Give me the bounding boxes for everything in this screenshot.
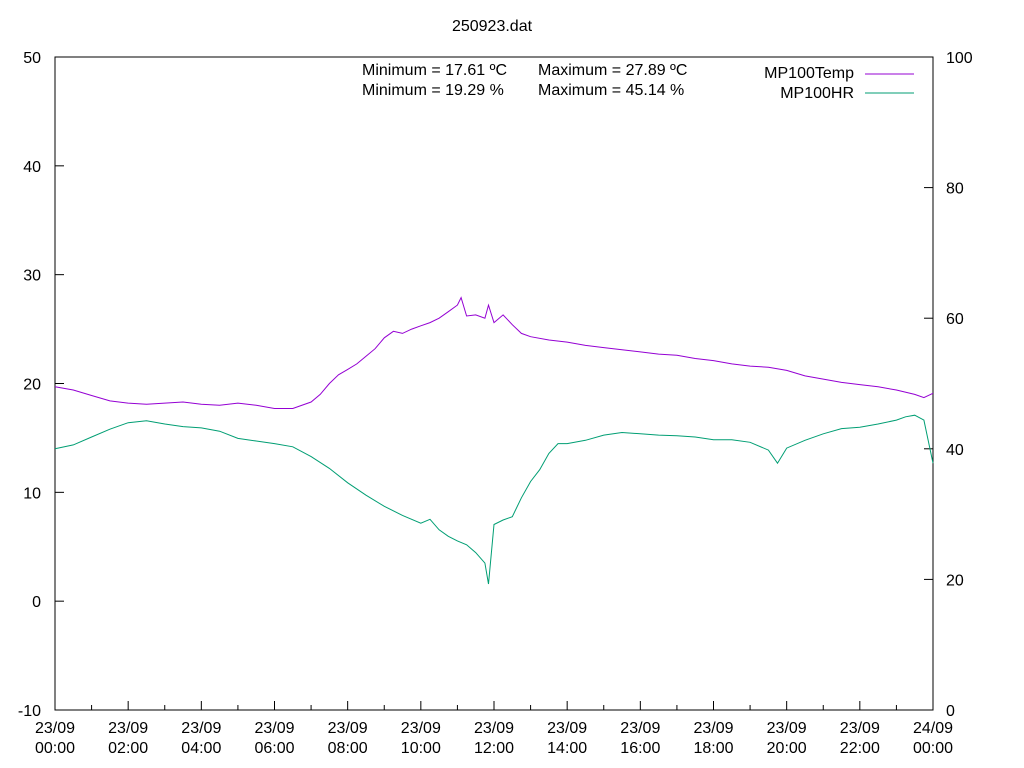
left-y-axis: -10 0 10 20 30 40 50 <box>18 50 64 720</box>
y1-tick-label: 20 <box>23 377 41 394</box>
y1-tick-label: 30 <box>23 268 41 285</box>
stats-annotations: Minimum = 17.61 ºC Maximum = 27.89 ºC Mi… <box>362 62 687 99</box>
hr-min-label: Minimum = 19.29 % <box>362 82 504 99</box>
x-tick-label-date: 23/09 <box>547 720 587 737</box>
y1-tick-label: 50 <box>23 50 41 67</box>
y2-tick-label: 40 <box>946 442 964 459</box>
x-tick-label-date: 23/09 <box>474 720 514 737</box>
x-tick-label-time: 18:00 <box>693 740 733 757</box>
series-line-mp100temp <box>54 296 934 409</box>
chart-title: 250923.dat <box>452 18 533 35</box>
x-tick-label-time: 00:00 <box>913 740 953 757</box>
x-tick-label-time: 12:00 <box>474 740 514 757</box>
x-tick-label-date: 23/09 <box>620 720 660 737</box>
y1-tick-label: -10 <box>18 703 41 720</box>
legend: MP100Temp MP100HR <box>764 65 914 102</box>
x-tick-label-time: 10:00 <box>401 740 441 757</box>
x-tick-label-date: 23/09 <box>767 720 807 737</box>
plot-frame <box>54 56 934 711</box>
y2-tick-label: 0 <box>946 703 955 720</box>
x-tick-label-date: 23/09 <box>328 720 368 737</box>
x-tick-label-date: 23/09 <box>693 720 733 737</box>
temp-max-label: Maximum = 27.89 ºC <box>538 62 687 79</box>
x-tick-label-time: 20:00 <box>767 740 807 757</box>
x-tick-label-date: 24/09 <box>913 720 953 737</box>
y2-tick-label: 80 <box>946 181 964 198</box>
hr-max-label: Maximum = 45.14 % <box>538 82 684 99</box>
x-tick-label-time: 04:00 <box>181 740 221 757</box>
series-layer <box>54 296 934 585</box>
y2-tick-label: 60 <box>946 311 964 328</box>
x-tick-label-time: 08:00 <box>328 740 368 757</box>
y2-tick-label: 20 <box>946 572 964 589</box>
x-tick-label-date: 23/09 <box>254 720 294 737</box>
y1-tick-label: 0 <box>32 594 41 611</box>
x-axis: 23/09 00:00 23/09 02:00 23/09 04:00 23/09 06:00… <box>35 701 953 757</box>
y1-tick-label: 40 <box>23 159 41 176</box>
right-y-axis: 0 20 40 60 80 100 <box>924 50 973 720</box>
y2-tick-label: 100 <box>946 50 973 67</box>
legend-label-temp: MP100Temp <box>764 65 854 82</box>
y1-tick-label: 10 <box>23 485 41 502</box>
x-tick-label-date: 23/09 <box>108 720 148 737</box>
x-tick-label-time: 16:00 <box>620 740 660 757</box>
x-tick-label-date: 23/09 <box>181 720 221 737</box>
x-tick-label-time: 06:00 <box>254 740 294 757</box>
temp-min-label: Minimum = 17.61 ºC <box>362 62 507 79</box>
x-tick-label-time: 00:00 <box>35 740 75 757</box>
x-tick-label-date: 23/09 <box>35 720 75 737</box>
x-tick-label-date: 23/09 <box>401 720 441 737</box>
x-tick-label-time: 02:00 <box>108 740 148 757</box>
series-line-mp100hr <box>54 414 934 585</box>
x-tick-label-date: 23/09 <box>840 720 880 737</box>
x-tick-label-time: 14:00 <box>547 740 587 757</box>
legend-label-hr: MP100HR <box>780 85 854 102</box>
x-tick-label-time: 22:00 <box>840 740 880 757</box>
